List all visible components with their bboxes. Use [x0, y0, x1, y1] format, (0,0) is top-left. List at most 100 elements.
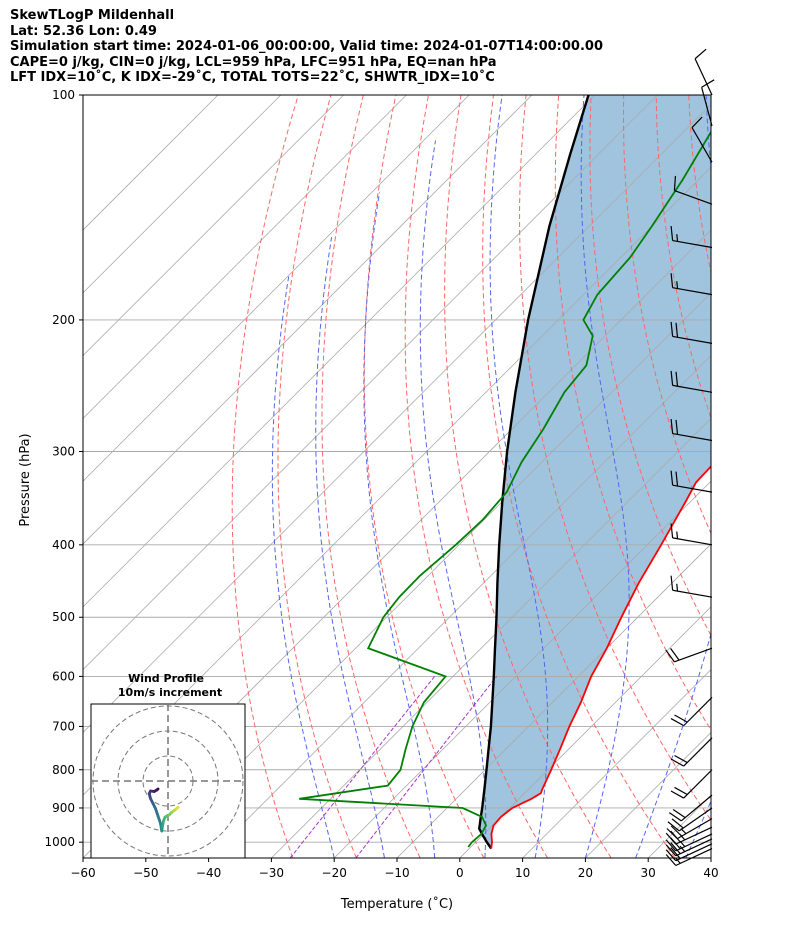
- y-axis: 1000 900 800 700 600 500 400 300 200 100: [44, 88, 83, 849]
- moist-adiabat-line: [489, 95, 549, 858]
- isotherm-line: [145, 292, 711, 858]
- isotherm-line: [271, 417, 711, 858]
- x-axis: −60 −50 −40 −30 −20 −10 0 10 20 30 40: [70, 858, 719, 880]
- dry-adiabat-line: [554, 95, 711, 731]
- wind-barb: [665, 838, 713, 857]
- wind-barb-flag: [670, 575, 674, 591]
- wind-barb-shaft: [677, 818, 713, 840]
- x-tick-label: −40: [196, 866, 221, 880]
- wind-barb-half-flag: [675, 857, 681, 864]
- wind-barb: [670, 575, 713, 598]
- x-tick-label: 40: [703, 866, 718, 880]
- wind-barb: [670, 273, 713, 296]
- temperature-profile-line: [490, 465, 711, 849]
- wind-barb-flag: [665, 832, 677, 845]
- isotherm-line: [83, 95, 219, 231]
- isotherm-line: [83, 95, 658, 671]
- y-tick-label: 800: [52, 763, 75, 777]
- y-tick-label: 500: [52, 610, 75, 624]
- isotherm-line: [710, 857, 711, 858]
- wind-barb-shaft: [678, 807, 713, 832]
- isotherm-line: [208, 355, 711, 858]
- wind-barb-flag: [670, 758, 685, 767]
- wind-barb-flag: [674, 714, 688, 723]
- dry-adiabat-line: [754, 95, 794, 858]
- wind-barb-shaft: [674, 189, 713, 205]
- y-tick-label: 100: [52, 88, 75, 102]
- wind-barb-flag: [665, 839, 677, 852]
- wind-barb-shaft: [672, 432, 713, 442]
- wind-barb-flag: [670, 718, 685, 727]
- wind-barb-flag: [675, 322, 679, 338]
- wind-barb: [694, 48, 713, 96]
- wind-barb-half-flag: [676, 234, 679, 242]
- wind-barb: [691, 116, 713, 163]
- dry-adiabat-line: [482, 95, 676, 858]
- wind-barb-shaft: [674, 647, 713, 663]
- moist-adiabat-line: [363, 192, 436, 858]
- y-tick-label: 900: [52, 801, 75, 815]
- dry-adiabat-line: [721, 95, 794, 858]
- wind-barb: [668, 794, 713, 822]
- dry-adiabat-line: [363, 95, 485, 858]
- wind-barb-flag: [670, 523, 674, 538]
- wind-barb-flag: [670, 847, 681, 859]
- wind-barb-flag: [670, 648, 680, 661]
- wind-barb-flag: [670, 842, 681, 855]
- wind-barb-flag: [675, 419, 679, 435]
- wind-barb-flag: [674, 786, 688, 796]
- wind-barb-flag: [675, 371, 679, 387]
- dry-adiabat-line: [786, 95, 794, 858]
- wind-barb: [701, 79, 715, 127]
- wind-barb: [670, 523, 713, 546]
- dry-adiabat-line: [231, 95, 299, 858]
- wind-barb: [665, 647, 713, 663]
- isotherm-line: [774, 95, 794, 858]
- wind-barb: [670, 418, 713, 442]
- moist-adiabat-line: [419, 140, 487, 858]
- wind-barb: [670, 370, 713, 393]
- moist-adiabat-line: [315, 237, 385, 858]
- title-station: SkewTLogP Mildenhall: [10, 8, 175, 23]
- wind-barb-flag: [672, 808, 686, 819]
- mixing-ratio-line: [355, 676, 497, 858]
- sounding-profiles: [299, 95, 711, 850]
- isotherm-line: [83, 95, 533, 545]
- wind-barb-half-flag: [676, 583, 679, 592]
- wind-barb-shaft: [672, 239, 713, 249]
- wind-barb-flag: [701, 79, 715, 88]
- wind-barb-shaft: [683, 769, 713, 799]
- moist-adiabat-line: [736, 95, 794, 858]
- wind-barb-shaft: [675, 843, 713, 862]
- wind-barb-shaft: [672, 589, 713, 598]
- x-tick-label: 20: [578, 866, 593, 880]
- wind-barb-flag: [665, 854, 677, 866]
- moist-adiabat-line: [271, 276, 335, 858]
- dry-adiabat-line: [589, 95, 711, 637]
- x-tick-label: −60: [70, 866, 95, 880]
- wind-barb-flag: [675, 471, 679, 487]
- hodograph-subtitle: 10m/s increment: [118, 686, 222, 699]
- wind-barb-shaft: [683, 737, 713, 767]
- moist-adiabat-line: [635, 95, 711, 858]
- wind-barb-flag: [670, 226, 674, 241]
- wind-barb: [670, 769, 713, 799]
- wind-barb-flag: [668, 812, 682, 822]
- wind-barb: [670, 737, 713, 767]
- hodograph-content: [91, 704, 245, 858]
- wind-barb-flag: [670, 370, 674, 386]
- wind-barb: [670, 696, 713, 727]
- wind-barb-half-flag: [679, 845, 686, 852]
- title-cape-indices: CAPE=0 j/kg, CIN=0 j/kg, LCL=959 hPa, LF…: [10, 54, 497, 70]
- isotherm-line: [396, 543, 711, 858]
- title-times: Simulation start time: 2024-01-06_00:00:…: [10, 39, 603, 54]
- x-tick-label: −10: [384, 866, 409, 880]
- x-axis-label: Temperature (˚C): [340, 896, 453, 912]
- y-tick-label: 1000: [44, 835, 75, 849]
- wind-barb-shaft: [675, 838, 713, 857]
- isotherm-line: [522, 669, 711, 858]
- x-tick-label: 0: [456, 866, 464, 880]
- wind-barbs: [665, 48, 715, 867]
- wind-barb-shaft: [701, 87, 713, 127]
